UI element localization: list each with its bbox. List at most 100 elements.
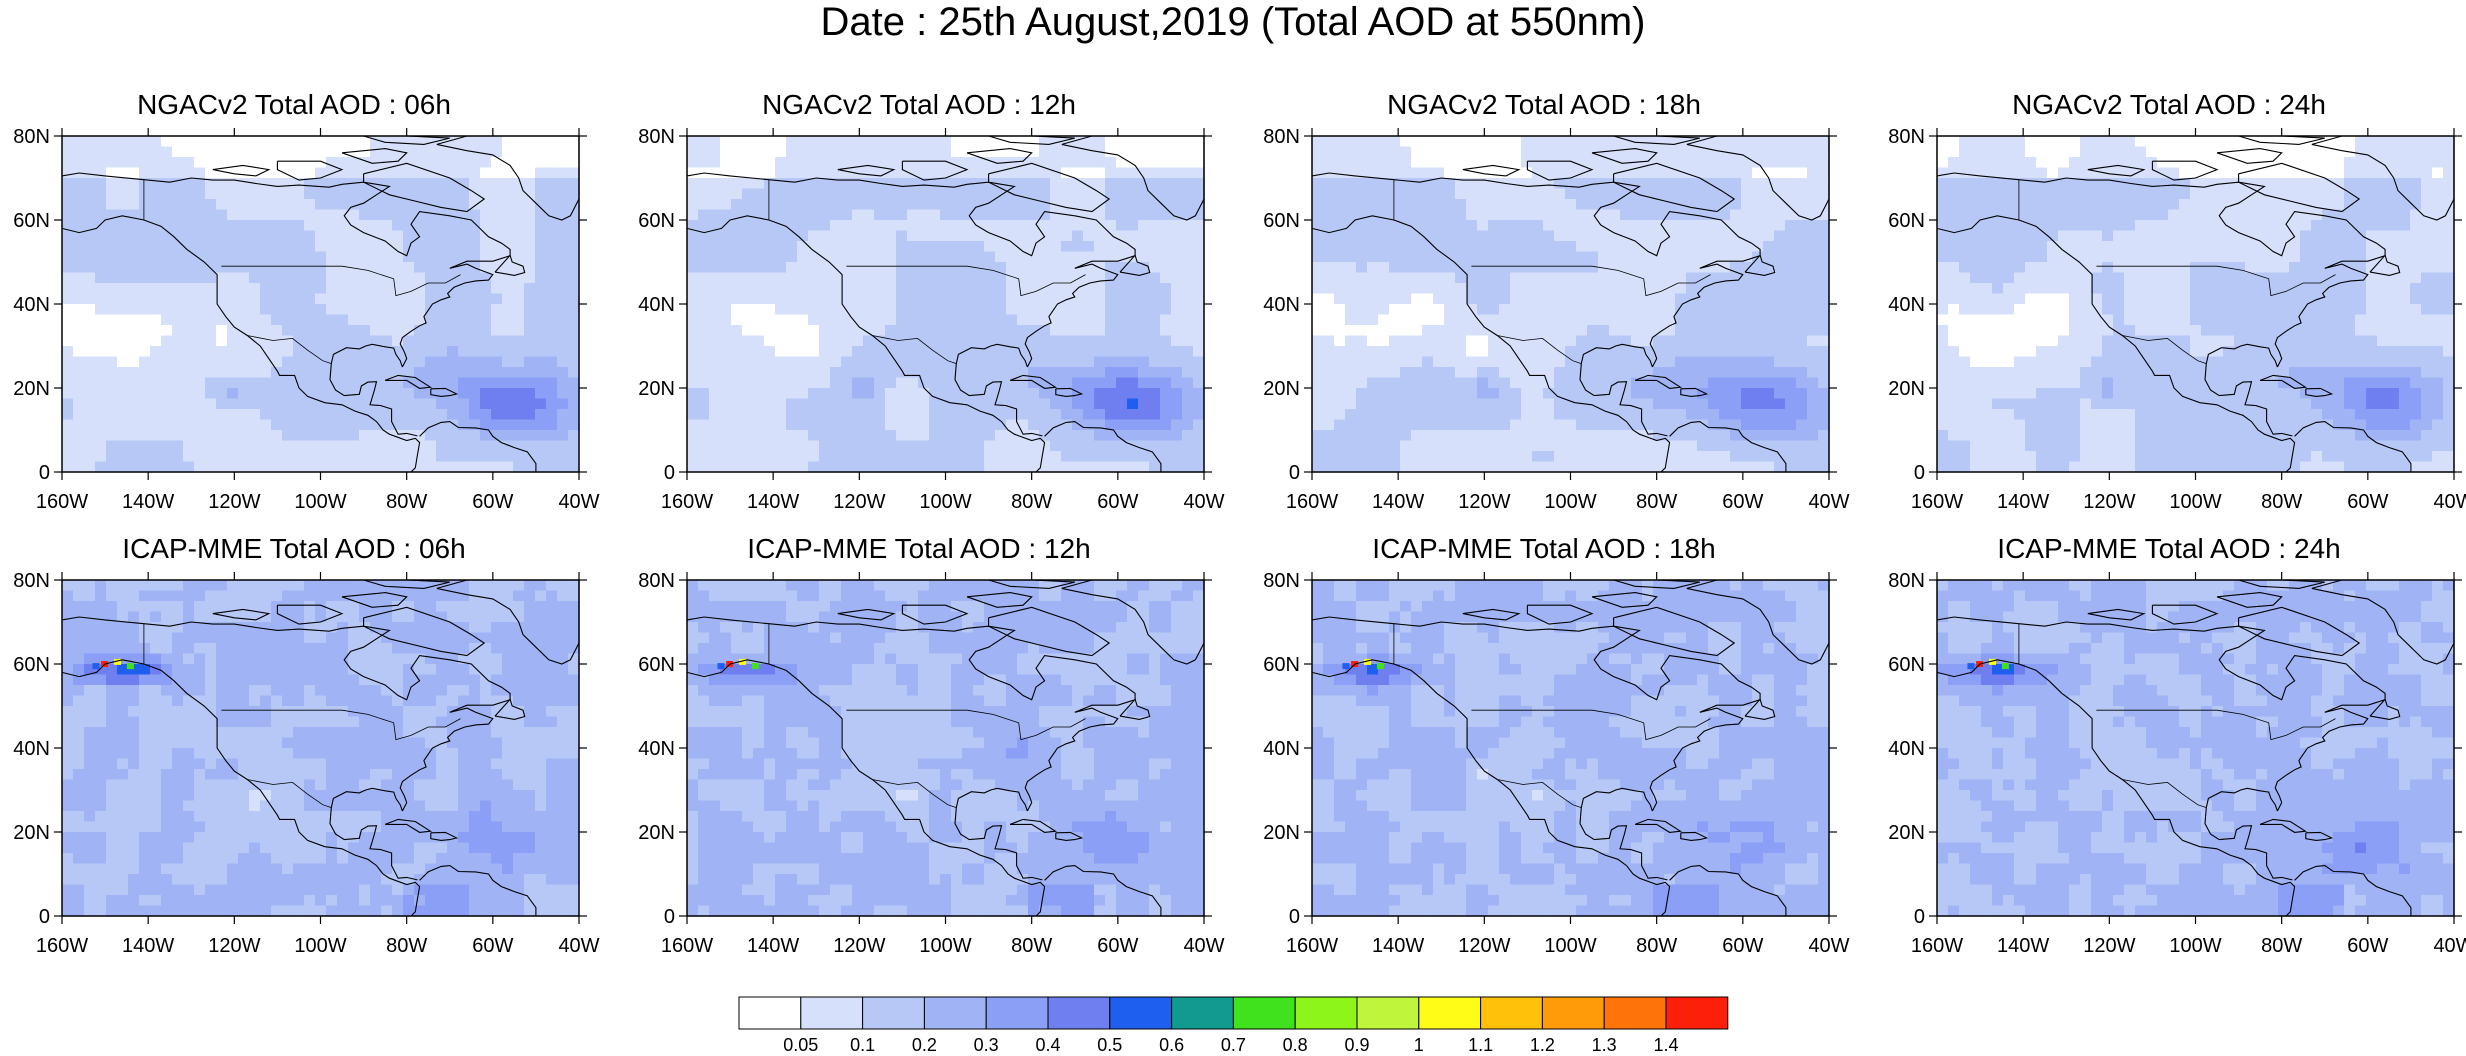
aod-cell [1818,157,1830,169]
aod-cell [1719,251,1731,263]
aod-cell [1532,199,1544,211]
aod-cell [1620,220,1632,232]
aod-cell [337,136,349,148]
aod-cell [458,283,470,295]
aod-cell [1433,241,1445,253]
aod-cell [1017,398,1029,410]
aod-cell [1719,220,1731,232]
aod-cell [896,272,908,284]
aod-cell [973,419,985,431]
aod-cell [370,199,382,211]
aod-cell [1378,356,1390,368]
aod-cell [1642,419,1654,431]
aod-cell [1477,398,1489,410]
aod-cell [1006,398,1018,410]
coastline [837,164,896,177]
aod-cell [1686,398,1698,410]
aod-cell [502,388,514,400]
aod-cell [1807,440,1819,452]
lat-tick-label: 40N [13,294,50,316]
aod-cell [1697,304,1709,316]
aod-cell [929,335,941,347]
aod-cell [808,314,820,326]
aod-cell [808,325,820,337]
aod-cell [1116,314,1128,326]
panel-title: NGACv2 Total AOD : 12h [762,89,1076,120]
aod-cell [907,178,919,190]
aod-cell [2058,146,2070,158]
aod-cell [797,251,809,263]
aod-cell [557,230,569,242]
aod-cell [227,178,239,190]
aod-cell [2168,136,2180,148]
aod-cell [1686,304,1698,316]
aod-cell [1796,146,1808,158]
aod-cell [1719,398,1731,410]
aod-cell [918,440,930,452]
aod-cell [62,430,74,442]
aod-cell [742,461,754,473]
aod-cell [1675,293,1687,305]
aod-cell [2388,167,2400,179]
aod-cell [1631,241,1643,253]
aod-cell [513,293,525,305]
aod-cell [1653,388,1665,400]
aod-cell [1796,283,1808,295]
aod-cell [1444,220,1456,232]
aod-cell [216,430,228,442]
aod-cell [1774,430,1786,442]
aod-cell [1543,451,1555,463]
aod-cell [1532,419,1544,431]
aod-cell [2003,178,2015,190]
aod-cell [1488,146,1500,158]
aod-cell [1763,272,1775,284]
aod-cell [238,461,250,473]
aod-cell [249,440,261,452]
aod-cell [1400,314,1412,326]
lat-tick-label: 0 [1289,462,1300,484]
aod-cell [841,356,853,368]
aod-cell [1774,188,1786,200]
aod-cell [2245,199,2257,211]
aod-cell [1422,178,1434,190]
aod-cell [106,451,118,463]
aod-cell [271,335,283,347]
aod-cell [491,283,503,295]
aod-cell [183,430,195,442]
aod-cell [2432,167,2444,179]
aod-cell [392,251,404,263]
aod-cell [315,209,327,221]
aod-cell [753,220,765,232]
aod-cell [1312,283,1324,295]
aod-cell [2058,199,2070,211]
aod-cell [973,136,985,148]
aod-cell [249,146,261,158]
aod-cell [1171,356,1183,368]
aod-cell [863,409,875,421]
aod-cell [720,178,732,190]
aod-cell [1050,283,1062,295]
aod-cell [2443,188,2455,200]
aod-cell [469,388,481,400]
aod-cell [513,461,525,473]
aod-cell [524,230,536,242]
aod-cell [2322,157,2334,169]
aod-cell [720,451,732,463]
aod-cell [194,388,206,400]
aod-cell [1510,314,1522,326]
aod-cell [1312,209,1324,221]
aod-cell [1708,251,1720,263]
aod-cell [348,325,360,337]
aod-cell [1697,146,1709,158]
aod-cell [172,314,184,326]
aod-cell [874,262,886,274]
aod-cell [1992,188,2004,200]
aod-cell [1587,325,1599,337]
aod-cell [1061,388,1073,400]
aod-cell [1609,293,1621,305]
aod-cell [1653,304,1665,316]
aod-cell [557,136,569,148]
aod-cell [929,461,941,473]
aod-cell [907,146,919,158]
aod-cell [1028,388,1040,400]
